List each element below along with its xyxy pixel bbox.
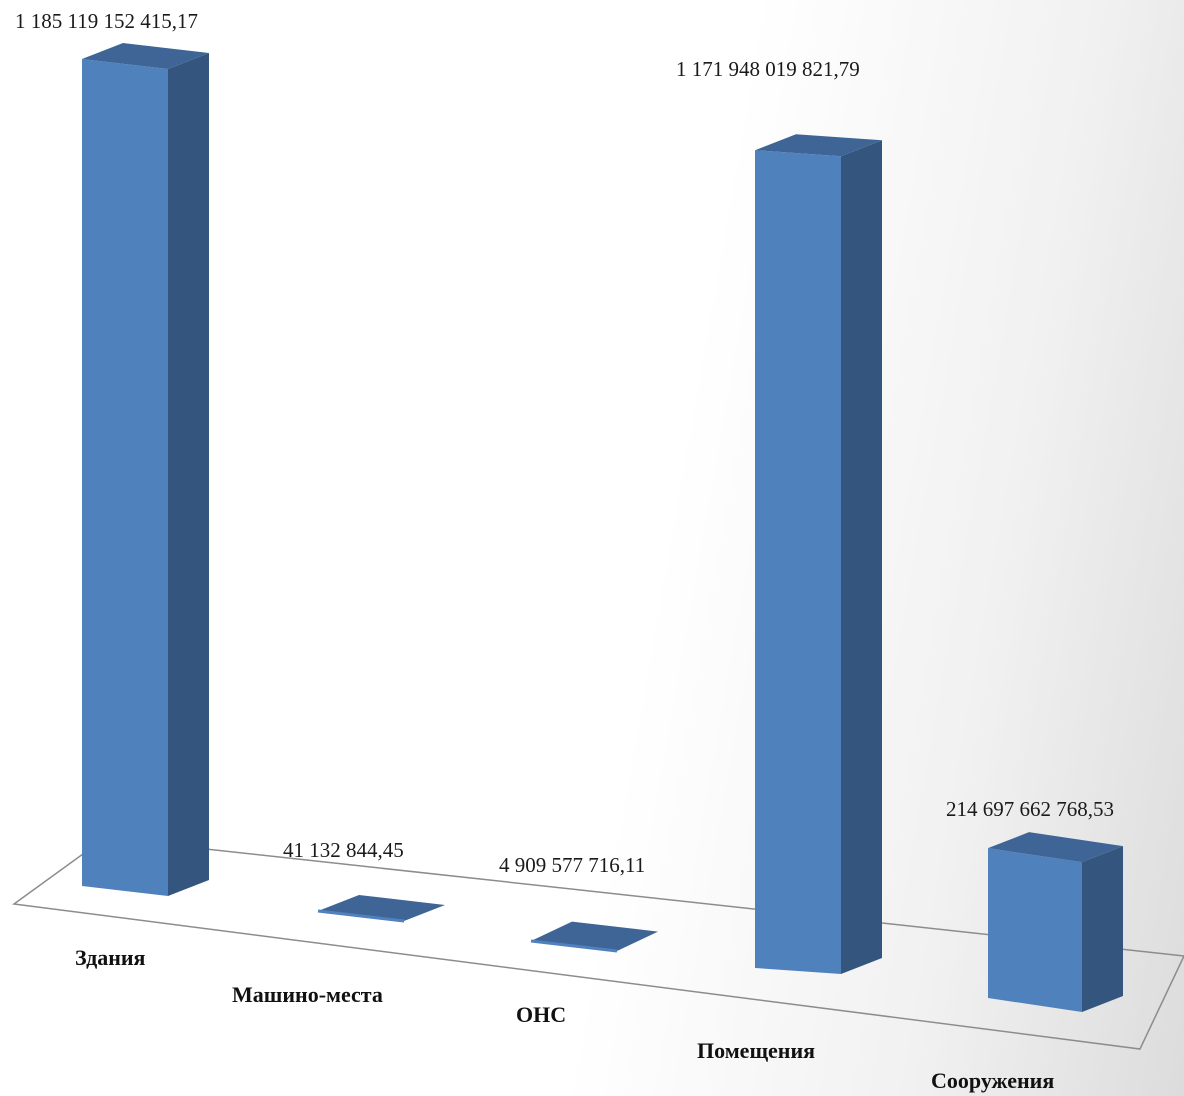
value-labels-group: 1 185 119 152 415,17 41 132 844,45 4 909 5…: [15, 9, 1114, 877]
category-label: Здания: [75, 945, 146, 970]
bar-front-face: [988, 848, 1082, 1012]
bar-3: [530, 921, 658, 953]
value-label: 214 697 662 768,53: [946, 797, 1114, 821]
bar-side-face: [168, 53, 209, 896]
bar-4: [755, 134, 882, 974]
value-label: 41 132 844,45: [283, 838, 404, 862]
bar-5: [988, 832, 1123, 1012]
category-label: Сооружения: [931, 1068, 1054, 1093]
bar-top-face: [82, 43, 209, 69]
bar-side-face: [1082, 846, 1123, 1012]
bar-front-edge: [317, 909, 405, 923]
bar-front-edge: [530, 939, 618, 953]
bar-top-face: [755, 134, 882, 157]
bar-side-face: [841, 140, 882, 974]
bars-group: [82, 43, 1123, 1012]
value-label: 4 909 577 716,11: [499, 853, 645, 877]
bar-front-face: [82, 59, 168, 896]
category-label: Машино-места: [232, 982, 383, 1007]
category-labels-group: Здания Машино-места ОНС Помещения Сооружения: [75, 945, 1054, 1093]
bar-2: [317, 894, 445, 923]
category-label: ОНС: [516, 1002, 566, 1027]
bar-top-face: [531, 921, 658, 951]
value-label: 1 185 119 152 415,17: [15, 9, 198, 33]
value-label: 1 171 948 019 821,79: [676, 57, 860, 81]
bar-top-face: [988, 832, 1123, 863]
bar-front-face: [755, 150, 841, 974]
bar-1: [82, 43, 209, 896]
category-label: Помещения: [697, 1038, 815, 1063]
